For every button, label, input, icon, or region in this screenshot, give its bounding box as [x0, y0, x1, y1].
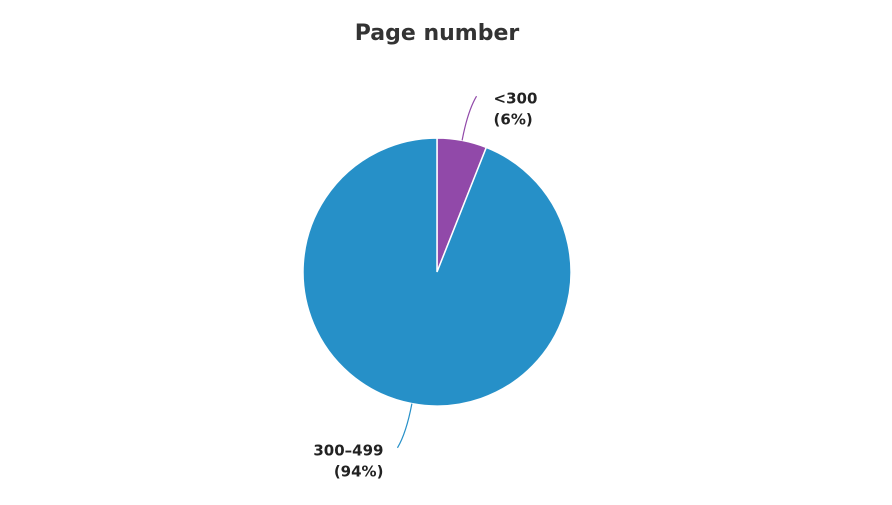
leader-line: [396, 403, 413, 449]
slice-value-label: (94%): [334, 462, 384, 480]
slice-label: <300: [494, 90, 538, 108]
leader-line: [461, 95, 478, 141]
pie-slice: [302, 137, 572, 407]
slice-label: 300–499: [313, 441, 383, 459]
chart-title: Page number: [355, 21, 520, 46]
slice-value-label: (6%): [494, 111, 533, 129]
